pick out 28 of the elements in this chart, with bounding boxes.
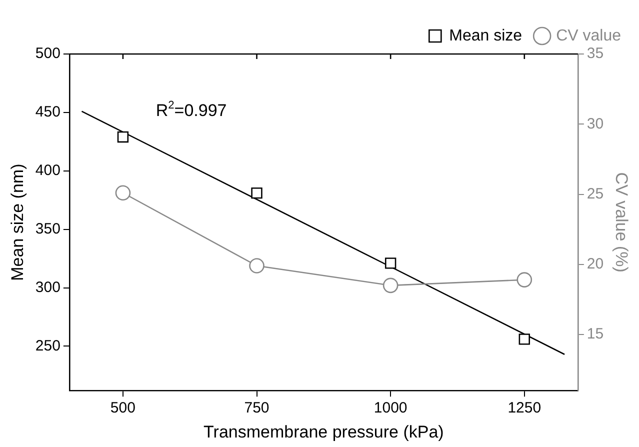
y-tick-label: 250 [35, 337, 60, 354]
y2-tick-label: 15 [586, 326, 604, 343]
point [382, 278, 398, 294]
point [117, 131, 129, 143]
x-tick-label: 1000 [374, 400, 408, 417]
x-tick-label: 750 [244, 400, 270, 417]
point [516, 272, 532, 288]
x-tick-label: 1250 [508, 400, 542, 417]
point [251, 187, 262, 199]
point [249, 258, 264, 274]
x-tick-label: 500 [110, 400, 136, 417]
y-tick-label: 400 [35, 162, 60, 180]
y2-tick-label: 35 [586, 45, 604, 62]
point [518, 334, 530, 345]
y2-axis-title: CV value (%) [612, 172, 632, 272]
legend-label: Mean size [449, 27, 522, 44]
y2-tick-label: 30 [586, 115, 604, 132]
point [115, 185, 131, 200]
y2-tick-label: 20 [586, 256, 604, 273]
point [384, 258, 396, 269]
y-axis-title: Mean size (nm) [8, 164, 27, 281]
x-axis-title: Transmembrane pressure (kPa) [204, 422, 444, 442]
y-tick-label: 450 [35, 104, 60, 121]
y-tick-label: 300 [35, 278, 60, 296]
y2-tick-label: 25 [586, 185, 604, 202]
y-tick-label: 500 [35, 45, 60, 62]
legend-label: CV value [556, 27, 622, 44]
y-tick-label: 350 [35, 220, 60, 238]
